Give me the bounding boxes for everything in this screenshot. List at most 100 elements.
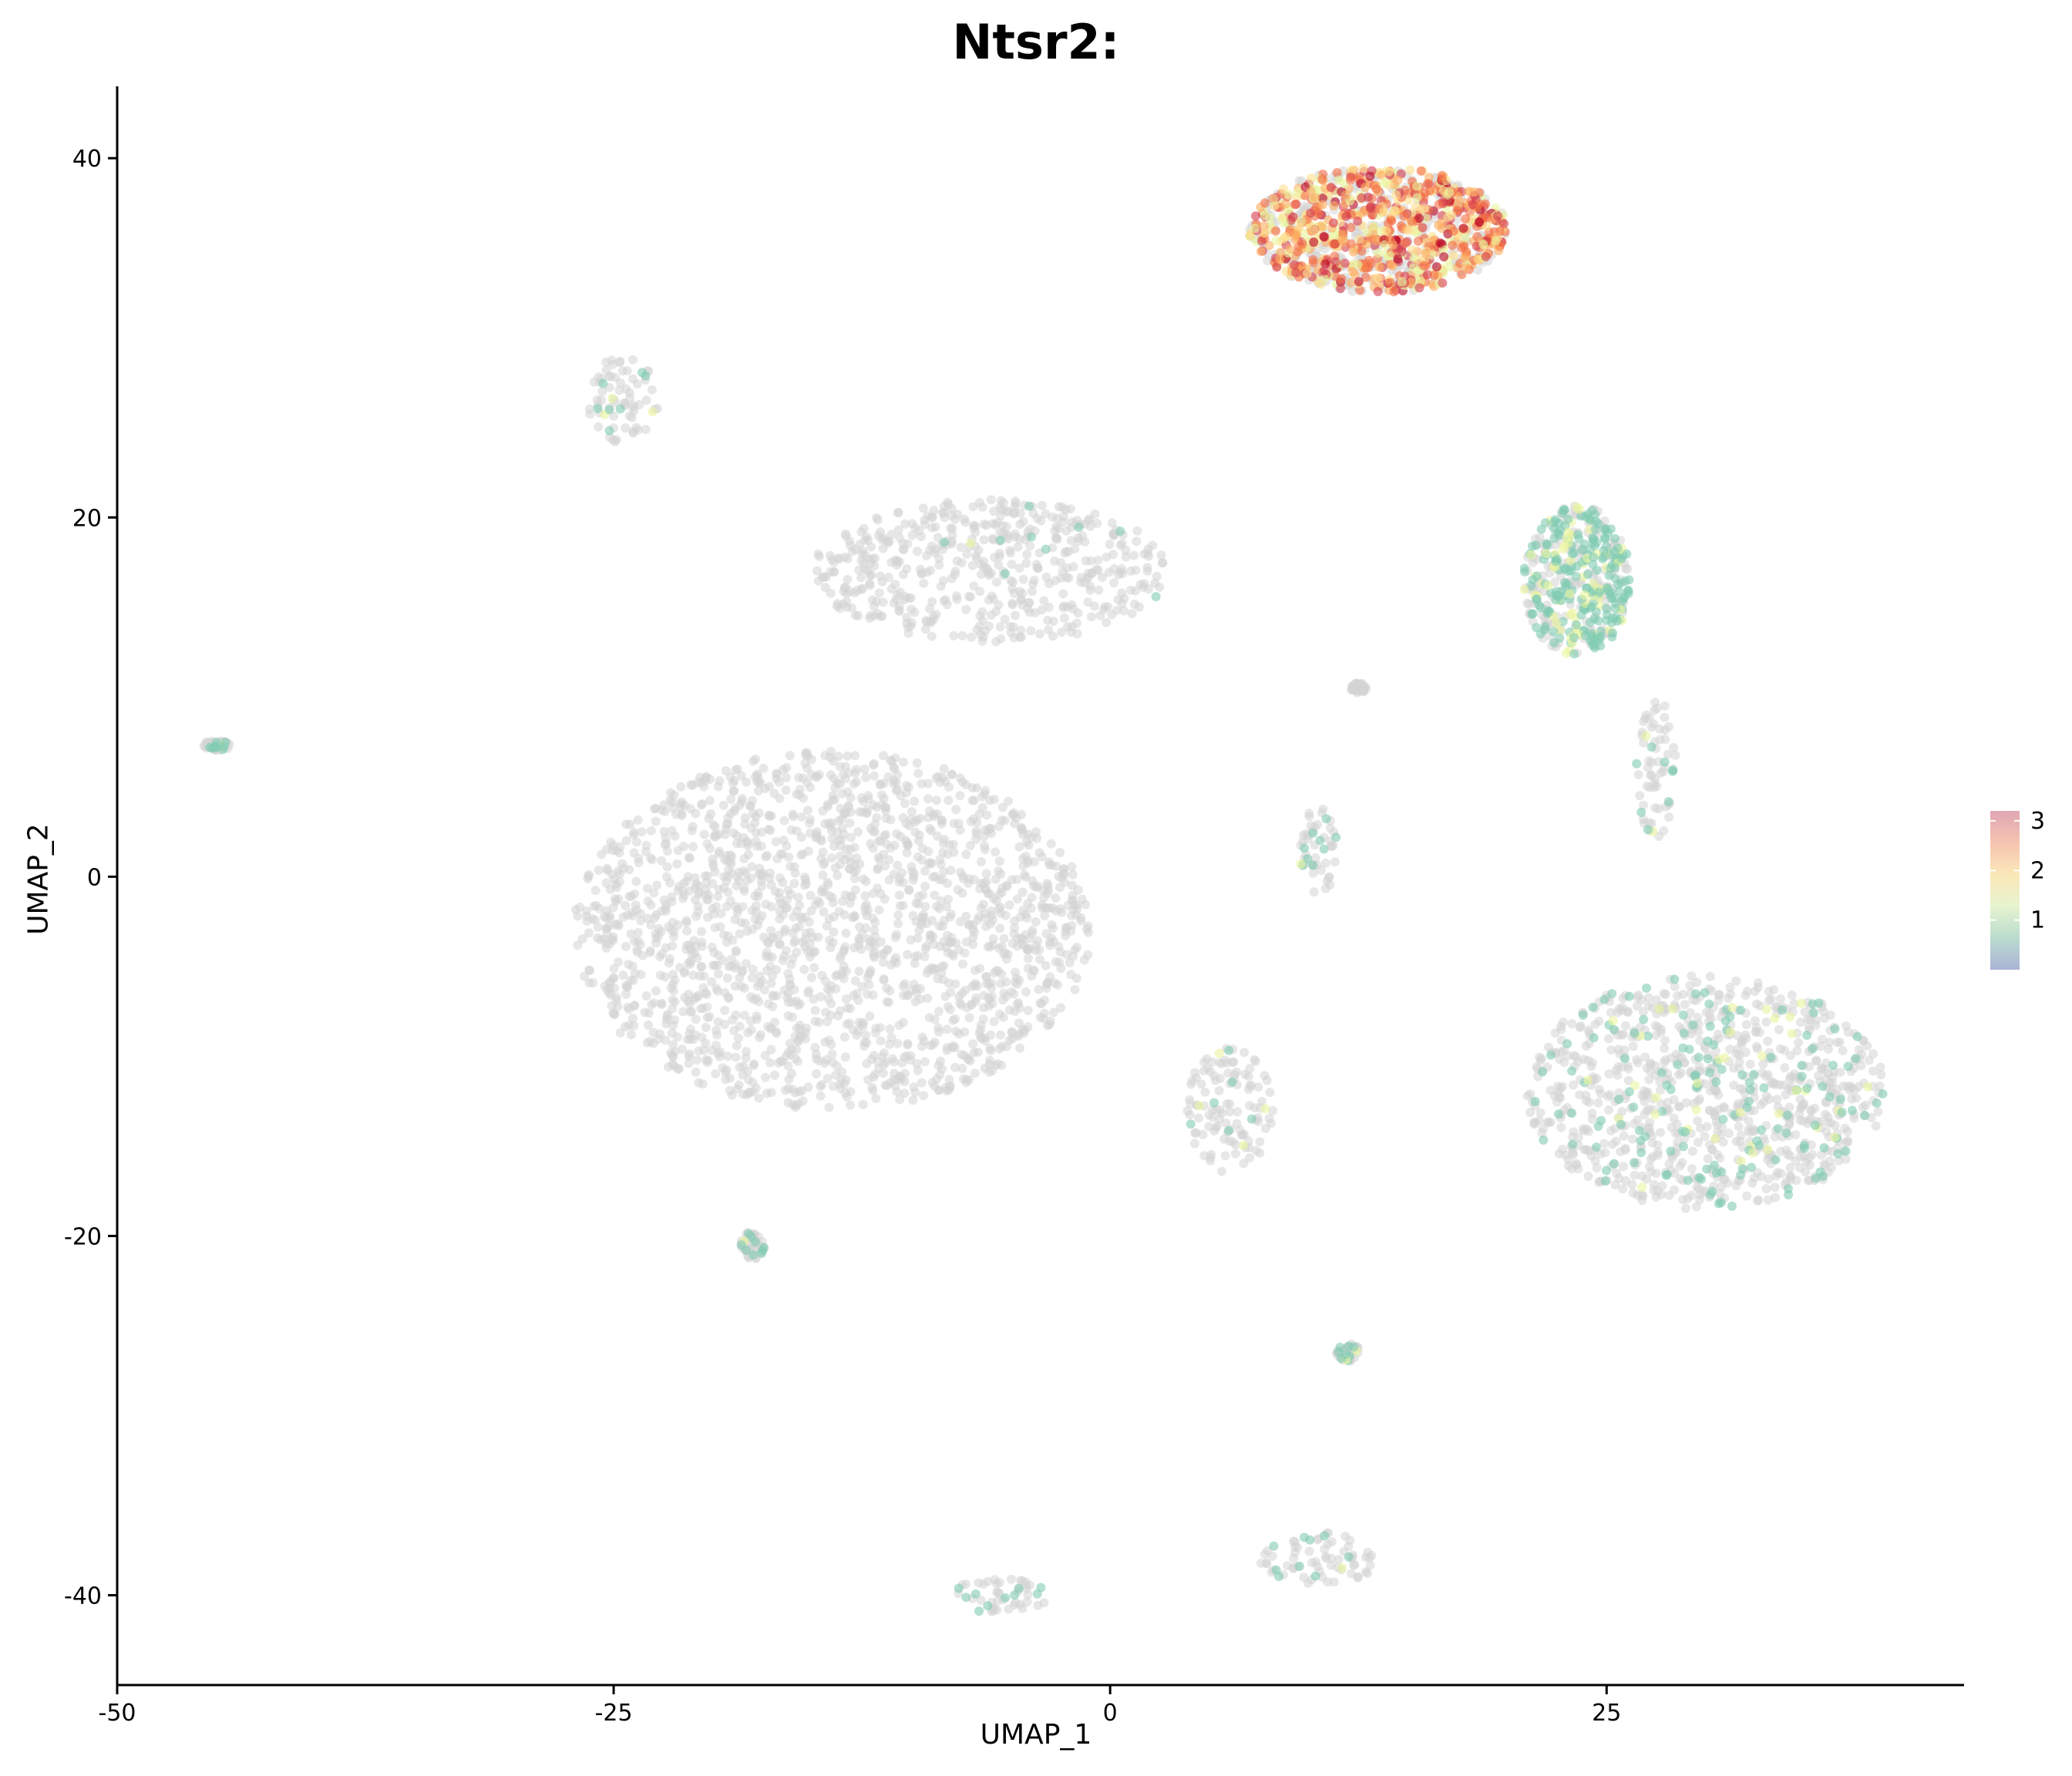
expressing-cell	[1408, 245, 1418, 255]
background-cell	[1647, 1131, 1657, 1141]
background-cell	[793, 1001, 803, 1011]
background-cell	[1029, 881, 1039, 890]
background-cell	[1821, 1127, 1832, 1137]
background-cell	[931, 610, 941, 620]
background-cell	[1723, 1178, 1733, 1188]
background-cell	[874, 588, 884, 598]
background-cell	[1094, 585, 1104, 595]
background-cell	[1606, 1045, 1616, 1055]
background-cell	[977, 792, 987, 802]
background-cell	[934, 560, 944, 570]
background-cell	[1670, 981, 1680, 991]
background-cell	[878, 597, 888, 607]
background-cell	[1086, 556, 1096, 566]
background-cell	[852, 853, 862, 863]
background-cell	[806, 973, 816, 983]
background-cell	[986, 829, 996, 839]
background-cell	[994, 856, 1004, 866]
background-cell	[800, 912, 810, 922]
background-cell	[885, 1024, 895, 1034]
background-cell	[822, 1054, 832, 1065]
background-cell	[1083, 950, 1093, 960]
expressing-cell	[1478, 240, 1488, 249]
background-cell	[766, 880, 776, 890]
background-cell	[1010, 923, 1019, 933]
background-cell	[828, 756, 838, 766]
background-cell	[1132, 526, 1142, 536]
background-cell	[1011, 1598, 1021, 1608]
background-cell	[1185, 1095, 1195, 1105]
background-cell	[862, 1038, 872, 1048]
expressing-cell	[1309, 237, 1319, 247]
background-cell	[1055, 848, 1065, 857]
background-cell	[699, 829, 709, 839]
background-cell	[1579, 1125, 1589, 1135]
background-cell	[1007, 598, 1018, 608]
background-cell	[845, 1018, 855, 1028]
background-cell	[1683, 1193, 1693, 1203]
background-cell	[937, 816, 947, 826]
background-cell	[1007, 560, 1017, 569]
background-cell	[822, 921, 832, 931]
expressing-cell	[1275, 254, 1285, 264]
background-cell	[1600, 1148, 1610, 1158]
background-cell	[1644, 1162, 1654, 1172]
background-cell	[964, 1054, 973, 1065]
background-cell	[710, 822, 720, 832]
background-cell	[1033, 1600, 1043, 1610]
background-cell	[822, 1074, 832, 1084]
background-cell	[847, 603, 857, 613]
background-cell	[793, 1056, 803, 1066]
background-cell	[1741, 1020, 1751, 1030]
background-cell	[1660, 1044, 1670, 1053]
expressing-cell	[1493, 211, 1502, 221]
background-cell	[1023, 1589, 1033, 1599]
background-cell	[913, 769, 923, 779]
background-cell	[1245, 1064, 1255, 1074]
expressing-cell	[1389, 287, 1399, 297]
background-cell	[981, 885, 991, 895]
background-cell	[810, 1017, 820, 1026]
expressing-cell	[1412, 193, 1422, 203]
background-cell	[971, 829, 981, 839]
background-cell	[661, 1019, 671, 1029]
background-cell	[690, 873, 700, 883]
background-cell	[950, 567, 960, 576]
expressing-cell	[1482, 213, 1492, 223]
background-cell	[984, 621, 994, 631]
background-cell	[654, 923, 664, 933]
background-cell	[877, 577, 887, 587]
background-cell	[1594, 1085, 1604, 1095]
background-cell	[790, 1102, 800, 1112]
background-cell	[819, 859, 829, 870]
background-cell	[1093, 555, 1103, 565]
background-cell	[991, 577, 1001, 587]
background-cell	[1868, 1049, 1879, 1059]
background-cell	[1022, 550, 1032, 560]
background-cell	[1041, 509, 1051, 519]
background-cell	[859, 523, 869, 533]
background-cell	[642, 883, 652, 893]
background-cell	[1663, 722, 1673, 732]
background-cell	[843, 751, 853, 761]
background-cell	[1766, 1078, 1776, 1088]
background-cell	[629, 830, 639, 840]
background-cell	[1780, 1045, 1789, 1055]
background-cell	[659, 800, 669, 810]
background-cell	[927, 859, 937, 869]
background-cell	[890, 764, 900, 774]
background-cell	[953, 885, 963, 895]
background-cell	[1594, 1016, 1604, 1026]
background-cell	[836, 851, 846, 861]
background-cell	[723, 819, 733, 829]
background-cell	[1780, 1063, 1790, 1073]
background-cell	[1645, 1118, 1655, 1128]
background-cell	[846, 891, 856, 901]
background-cell	[764, 824, 773, 834]
background-cell	[1061, 547, 1071, 557]
background-cell	[903, 950, 913, 960]
background-cell	[1027, 971, 1037, 980]
background-cell	[954, 945, 964, 955]
background-cell	[1318, 804, 1328, 814]
background-cell	[863, 1075, 873, 1085]
